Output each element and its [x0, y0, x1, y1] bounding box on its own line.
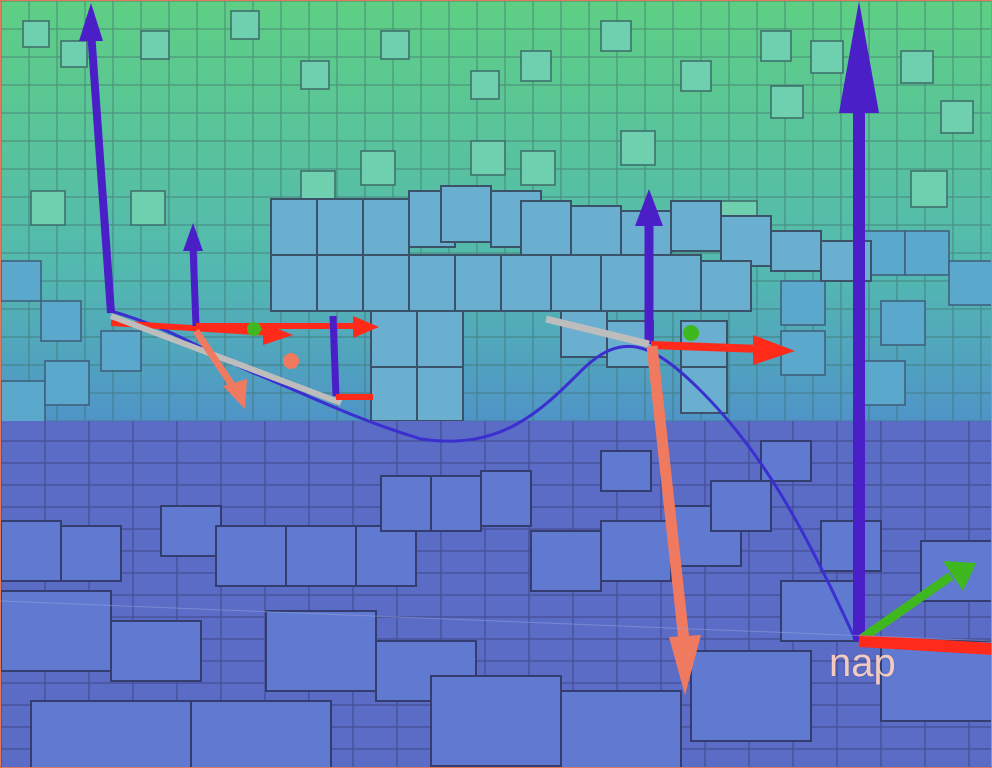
- pose-frame-3: [329, 315, 373, 400]
- ground-line: [1, 600, 991, 642]
- pose-frame-4: [545, 189, 795, 695]
- frame-label-map: nap: [829, 641, 896, 685]
- map-frame: [839, 1, 991, 655]
- floor-voxels: [1, 440, 991, 767]
